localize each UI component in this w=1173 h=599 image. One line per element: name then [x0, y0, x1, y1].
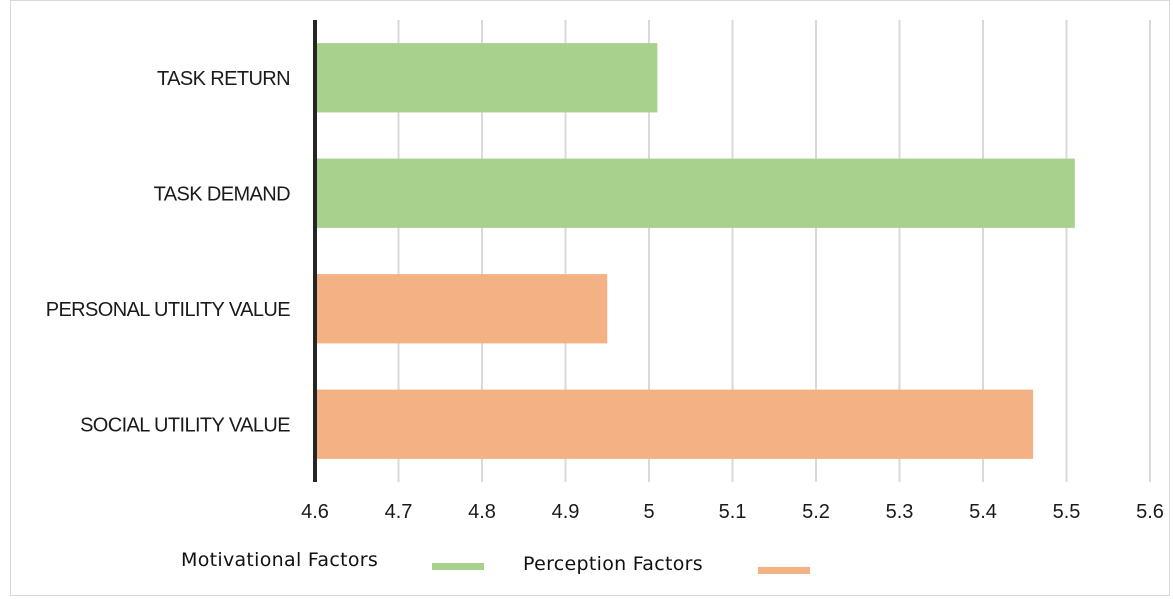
- legend-label-motivational: Motivational Factors: [181, 549, 378, 571]
- x-tick-label: 4.7: [385, 501, 413, 523]
- bars: [315, 43, 1075, 459]
- category-label: PERSONAL UTILITY VALUE: [46, 299, 291, 321]
- x-tick-label: 5: [643, 501, 654, 523]
- category-label: SOCIAL UTILITY VALUE: [80, 414, 290, 436]
- bar: [315, 274, 608, 344]
- legend-label-perception: Perception Factors: [523, 553, 703, 575]
- x-tick-labels: 4.6 4.7 4.8 4.9 5 5.1 5.2 5.3 5.4 5.5 5.6: [301, 501, 1164, 523]
- bar: [315, 389, 1034, 459]
- x-tick-label: 4.9: [552, 501, 580, 523]
- category-label: TASK DEMAND: [154, 183, 291, 205]
- legend-swatch-motivational: [432, 563, 484, 570]
- x-tick-label: 4.6: [301, 501, 329, 523]
- legend: Motivational Factors Perception Factors: [181, 549, 810, 575]
- x-tick-label: 5.1: [719, 501, 747, 523]
- x-tick-label: 5.6: [1136, 501, 1164, 523]
- x-tick-label: 5.4: [969, 501, 997, 523]
- x-tick-label: 5.5: [1053, 501, 1081, 523]
- bar: [315, 158, 1075, 228]
- x-tick-label: 5.2: [802, 501, 830, 523]
- category-labels: TASK RETURN TASK DEMAND PERSONAL UTILITY V…: [46, 68, 291, 437]
- x-tick-label: 5.3: [886, 501, 914, 523]
- legend-swatch-perception: [758, 567, 810, 574]
- bar: [315, 43, 658, 113]
- category-label: TASK RETURN: [157, 68, 290, 90]
- x-tick-label: 4.8: [468, 501, 496, 523]
